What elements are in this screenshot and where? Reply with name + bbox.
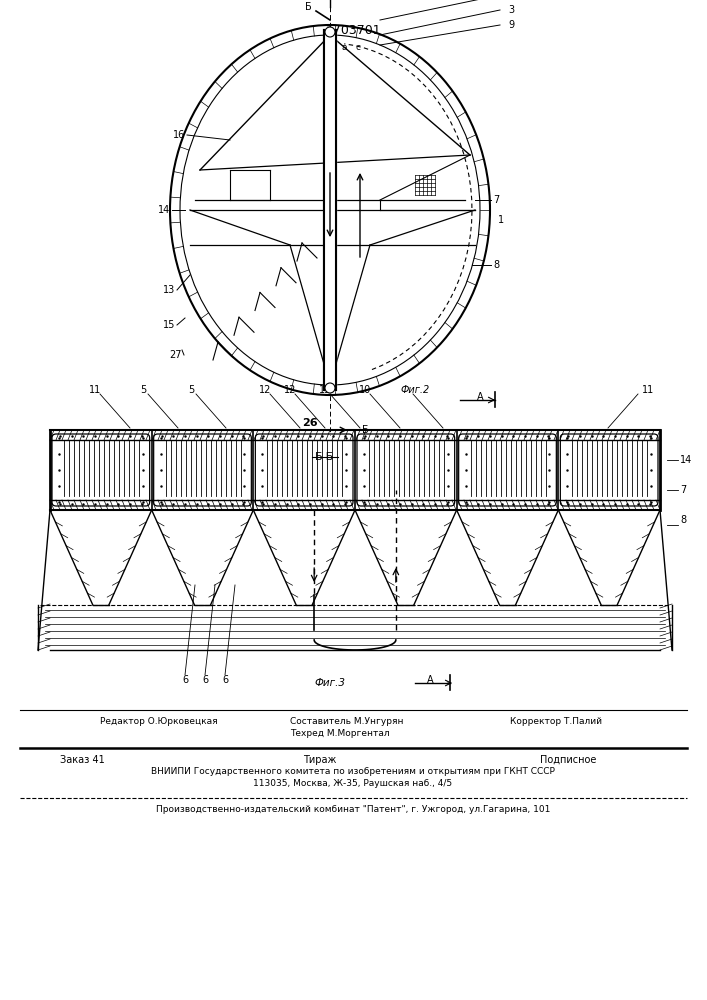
Text: 16: 16 xyxy=(173,130,185,140)
Text: 6: 6 xyxy=(182,675,188,685)
Text: 8: 8 xyxy=(680,515,686,525)
Text: Подписное: Подписное xyxy=(540,755,597,765)
Polygon shape xyxy=(324,30,336,390)
Text: Редактор О.Юрковецкая: Редактор О.Юрковецкая xyxy=(100,718,218,726)
Text: 7: 7 xyxy=(680,485,686,495)
Text: 5: 5 xyxy=(140,385,146,395)
Text: 26: 26 xyxy=(302,418,318,428)
Text: Фиг.3: Фиг.3 xyxy=(315,678,346,688)
Text: 9: 9 xyxy=(508,20,514,30)
Text: 3: 3 xyxy=(508,5,514,15)
Text: 5: 5 xyxy=(188,385,194,395)
Text: Техред М.Моргентал: Техред М.Моргентал xyxy=(290,730,390,738)
Text: Б: Б xyxy=(361,425,368,435)
Text: 7: 7 xyxy=(493,195,499,205)
Text: 11: 11 xyxy=(89,385,101,395)
Text: Б-Б: Б-Б xyxy=(315,452,334,462)
Text: 6: 6 xyxy=(202,675,208,685)
Text: A: A xyxy=(477,392,484,402)
Text: 13: 13 xyxy=(163,285,175,295)
Text: а: а xyxy=(341,42,346,51)
Text: ВНИИПИ Государственного комитета по изобретениям и открытиям при ГКНТ СССР: ВНИИПИ Государственного комитета по изоб… xyxy=(151,768,555,776)
Text: Фиг.2: Фиг.2 xyxy=(400,385,430,395)
Text: 12: 12 xyxy=(284,385,296,395)
Text: с: с xyxy=(356,42,361,51)
Text: 1703701: 1703701 xyxy=(325,23,381,36)
Text: 12: 12 xyxy=(259,385,271,395)
Text: Производственно-издательский комбинат "Патент", г. Ужгород, ул.Гагарина, 101: Производственно-издательский комбинат "П… xyxy=(156,806,550,814)
Text: 8: 8 xyxy=(493,260,499,270)
Text: Составитель М.Унгурян: Составитель М.Унгурян xyxy=(290,718,404,726)
Text: 1: 1 xyxy=(498,215,504,225)
Text: 6: 6 xyxy=(222,675,228,685)
Text: Корректор Т.Палий: Корректор Т.Палий xyxy=(510,718,602,726)
Text: 11: 11 xyxy=(642,385,654,395)
Text: 10: 10 xyxy=(359,385,371,395)
Text: Б: Б xyxy=(305,2,312,12)
Circle shape xyxy=(325,383,335,393)
Text: 15: 15 xyxy=(319,385,331,395)
Text: 15: 15 xyxy=(163,320,175,330)
Text: 113035, Москва, Ж-35, Раушская наб., 4/5: 113035, Москва, Ж-35, Раушская наб., 4/5 xyxy=(253,780,452,788)
Circle shape xyxy=(325,27,335,37)
Text: Тираж: Тираж xyxy=(303,755,337,765)
Text: A: A xyxy=(427,675,433,685)
Text: 14: 14 xyxy=(158,205,170,215)
Text: 27: 27 xyxy=(170,350,182,360)
Text: Заказ 41: Заказ 41 xyxy=(60,755,105,765)
Text: 14: 14 xyxy=(680,455,692,465)
